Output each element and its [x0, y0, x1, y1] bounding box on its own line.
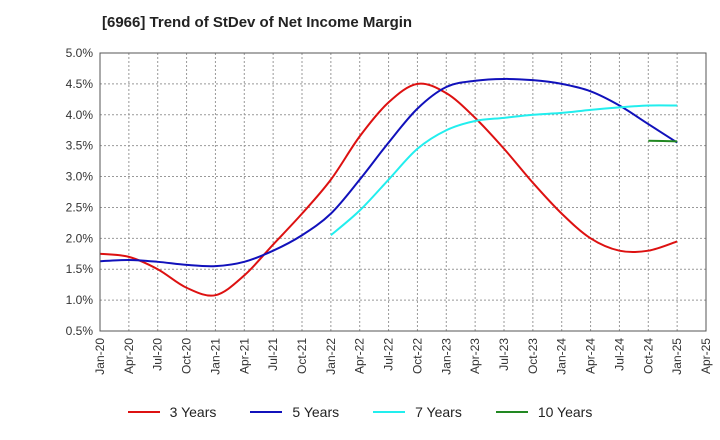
legend-item-7-years: 7 Years [373, 404, 462, 420]
y-tick-label: 0.5% [66, 324, 94, 338]
x-tick-label: Jan-21 [208, 338, 222, 375]
y-tick-label: 2.5% [66, 200, 94, 214]
x-tick-label: Apr-25 [699, 338, 713, 374]
plot-area-border [99, 52, 707, 332]
y-tick-label: 1.5% [66, 262, 94, 276]
legend-item-10-years: 10 Years [495, 404, 593, 420]
series-line-10-years [648, 139, 678, 143]
series-line-7-years [330, 104, 678, 237]
legend-swatch [495, 411, 528, 413]
series-line-3-years [99, 82, 678, 297]
plot-area-background [100, 53, 706, 331]
legend-item-5-years: 5 Years [250, 404, 339, 420]
x-tick-label: Apr-22 [353, 338, 367, 374]
x-tick-label: Apr-21 [237, 338, 251, 374]
x-axis-tick-labels: Jan-20 Apr-20 Jul-20 Oct-20 Jan-21 Apr-21 Jul-… [93, 338, 713, 375]
x-tick-label: Jan-20 [93, 338, 107, 375]
x-tick-label: Apr-23 [468, 338, 482, 374]
x-tick-label: Jul-23 [497, 338, 511, 371]
x-tick-label: Jan-22 [324, 338, 338, 375]
y-tick-label: 2.0% [66, 231, 94, 245]
y-tick-label: 3.0% [66, 170, 94, 184]
gridlines [100, 53, 706, 331]
line-chart: 0.5% 1.0% 1.5% 2.0% 2.5% 3.0% 3.5% 4.0% 4.5% 5.0%… [66, 46, 713, 375]
x-tick-label: Jul-22 [382, 338, 396, 371]
series-line-5-years [99, 77, 678, 268]
legend: 3 Years 5 Years 7 Years 10 Years [0, 404, 720, 420]
y-tick-label: 3.5% [66, 139, 94, 153]
x-tick-label: Oct-21 [295, 338, 309, 374]
x-tick-label: Oct-22 [410, 338, 424, 374]
legend-swatch [250, 411, 283, 413]
series-lines [99, 77, 678, 297]
x-tick-label: Oct-24 [641, 338, 655, 374]
y-tick-label: 1.0% [66, 293, 94, 307]
legend-label: 10 Years [537, 404, 593, 420]
legend-swatch [127, 411, 160, 413]
x-tick-label: Oct-23 [526, 338, 540, 374]
x-tick-label: Oct-20 [180, 338, 194, 374]
x-tick-label: Jan-23 [439, 338, 453, 375]
y-axis-tick-labels: 0.5% 1.0% 1.5% 2.0% 2.5% 3.0% 3.5% 4.0% 4.5% 5.0% [66, 46, 94, 338]
x-tick-label: Jul-24 [612, 338, 626, 371]
y-tick-label: 5.0% [66, 46, 94, 60]
legend-item-3-years: 3 Years [127, 404, 217, 420]
x-tick-label: Apr-20 [122, 338, 136, 374]
x-tick-label: Jul-21 [266, 338, 280, 371]
legend-label: 3 Years [169, 404, 217, 420]
y-tick-label: 4.5% [66, 77, 94, 91]
legend-label: 5 Years [292, 404, 340, 420]
x-tick-label: Jan-25 [670, 338, 684, 375]
y-tick-label: 4.0% [66, 108, 94, 122]
chart-title: [6966] Trend of StDev of Net Income Marg… [102, 14, 413, 31]
legend-swatch [373, 411, 406, 413]
x-tick-label: Apr-24 [584, 338, 598, 374]
x-tick-label: Jan-24 [555, 338, 569, 375]
x-tick-label: Jul-20 [151, 338, 165, 371]
legend-label: 7 Years [415, 404, 462, 420]
